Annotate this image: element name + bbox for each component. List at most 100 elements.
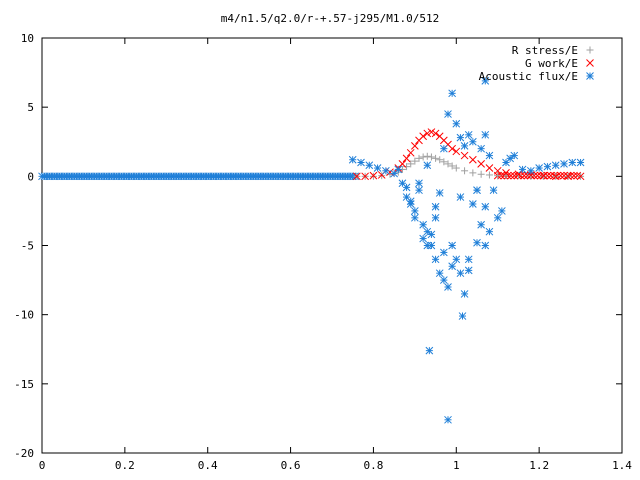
acoustic-flux-point bbox=[407, 198, 414, 205]
acoustic-flux-point bbox=[453, 120, 460, 127]
acoustic-flux-point bbox=[494, 214, 501, 221]
acoustic-flux-point bbox=[478, 221, 485, 228]
acoustic-flux-point bbox=[498, 207, 505, 214]
axis-ticks: 0 0.2 0.4 0.6 0.8 1 1.2 1.4 10 5 0 -5 -10 -15 -20 bbox=[14, 32, 632, 472]
r-stress-point bbox=[478, 171, 485, 178]
acoustic-flux-point bbox=[445, 284, 452, 291]
acoustic-flux-point bbox=[457, 270, 464, 277]
r-stress-point bbox=[486, 171, 493, 178]
acoustic-flux-point bbox=[465, 256, 472, 263]
plot-frame bbox=[42, 38, 622, 453]
acoustic-flux-point bbox=[440, 249, 447, 256]
x-tick-label: 0.2 bbox=[115, 459, 135, 472]
g-work-point bbox=[469, 156, 476, 163]
g-work-point bbox=[461, 152, 468, 159]
y-tick-label: -20 bbox=[14, 447, 34, 460]
acoustic-flux-point bbox=[366, 162, 373, 169]
g-work-point bbox=[541, 172, 548, 179]
acoustic-flux-point bbox=[436, 189, 443, 196]
acoustic-flux-point bbox=[465, 267, 472, 274]
legend-label: Acoustic flux/E bbox=[479, 70, 578, 83]
r-stress-point bbox=[428, 153, 435, 160]
acoustic-flux-point bbox=[552, 162, 559, 169]
acoustic-flux-point bbox=[453, 256, 460, 263]
acoustic-flux-point bbox=[527, 167, 534, 174]
acoustic-flux-point bbox=[569, 159, 576, 166]
acoustic-flux-point bbox=[382, 167, 389, 174]
acoustic-flux-point bbox=[482, 203, 489, 210]
acoustic-flux-point bbox=[358, 159, 365, 166]
acoustic-flux-point bbox=[449, 242, 456, 249]
chart-title: m4/n1.5/q2.0/r-+.57-j295/M1.0/512 bbox=[221, 12, 440, 25]
acoustic-flux-point bbox=[420, 221, 427, 228]
g-work-point bbox=[478, 160, 485, 167]
acoustic-flux-point bbox=[457, 194, 464, 201]
acoustic-flux-point bbox=[424, 162, 431, 169]
acoustic-flux-point bbox=[486, 228, 493, 235]
acoustic-flux-point bbox=[432, 203, 439, 210]
acoustic-flux-point bbox=[519, 166, 526, 173]
acoustic-flux-point bbox=[469, 138, 476, 145]
y-tick-label: 5 bbox=[27, 101, 34, 114]
acoustic-flux-point bbox=[490, 187, 497, 194]
r-stress-point bbox=[420, 153, 427, 160]
acoustic-flux-point bbox=[416, 180, 423, 187]
legend-label: G work/E bbox=[525, 57, 578, 70]
chart-marks bbox=[39, 77, 585, 423]
acoustic-flux-point bbox=[449, 90, 456, 97]
acoustic-flux-point bbox=[474, 187, 481, 194]
acoustic-flux-point bbox=[411, 214, 418, 221]
r-stress-point bbox=[515, 172, 522, 179]
acoustic-flux-point bbox=[445, 416, 452, 423]
legend-marker bbox=[587, 60, 594, 67]
acoustic-flux-point bbox=[461, 142, 468, 149]
acoustic-flux-point bbox=[395, 166, 402, 173]
acoustic-flux-point bbox=[426, 347, 433, 354]
acoustic-flux-point bbox=[457, 134, 464, 141]
y-tick-label: 0 bbox=[27, 170, 34, 183]
acoustic-flux-point bbox=[474, 239, 481, 246]
acoustic-flux-point bbox=[577, 159, 584, 166]
x-tick-label: 0 bbox=[39, 459, 46, 472]
acoustic-flux-point bbox=[511, 152, 518, 159]
g-work-point bbox=[544, 172, 551, 179]
g-work-point bbox=[486, 165, 493, 172]
x-tick-label: 1 bbox=[453, 459, 460, 472]
legend: R stress/EG work/EAcoustic flux/E bbox=[479, 44, 594, 83]
acoustic-flux-point bbox=[432, 256, 439, 263]
acoustic-flux-point bbox=[544, 163, 551, 170]
r-stress-point bbox=[424, 153, 431, 160]
x-tick-label: 1.4 bbox=[612, 459, 632, 472]
g-work-point bbox=[420, 133, 427, 140]
acoustic-flux-point bbox=[486, 152, 493, 159]
acoustic-flux-point bbox=[428, 231, 435, 238]
acoustic-flux-point bbox=[440, 277, 447, 284]
x-tick-label: 0.8 bbox=[363, 459, 383, 472]
g-work-point bbox=[449, 145, 456, 152]
y-tick-label: -15 bbox=[14, 378, 34, 391]
acoustic-flux-point bbox=[374, 165, 381, 172]
g-work-point bbox=[411, 142, 418, 149]
acoustic-flux-point bbox=[461, 290, 468, 297]
acoustic-flux-point bbox=[482, 131, 489, 138]
g-work-point bbox=[534, 172, 541, 179]
y-tick-label: -5 bbox=[21, 240, 34, 253]
r-stress-point bbox=[432, 155, 439, 162]
y-tick-label: 10 bbox=[21, 32, 34, 45]
acoustic-flux-point bbox=[465, 131, 472, 138]
acoustic-flux-point bbox=[432, 214, 439, 221]
g-work-point bbox=[403, 155, 410, 162]
x-tick-label: 1.2 bbox=[529, 459, 549, 472]
acoustic-flux-point bbox=[445, 111, 452, 118]
acoustic-flux-point bbox=[482, 242, 489, 249]
g-work-point bbox=[407, 149, 414, 156]
acoustic-flux-point bbox=[440, 145, 447, 152]
acoustic-flux-point bbox=[420, 235, 427, 242]
acoustic-flux-point bbox=[411, 207, 418, 214]
x-tick-label: 0.6 bbox=[281, 459, 301, 472]
r-stress-point bbox=[461, 167, 468, 174]
acoustic-flux-point bbox=[561, 160, 568, 167]
acoustic-flux-point bbox=[436, 270, 443, 277]
legend-marker bbox=[587, 73, 594, 80]
